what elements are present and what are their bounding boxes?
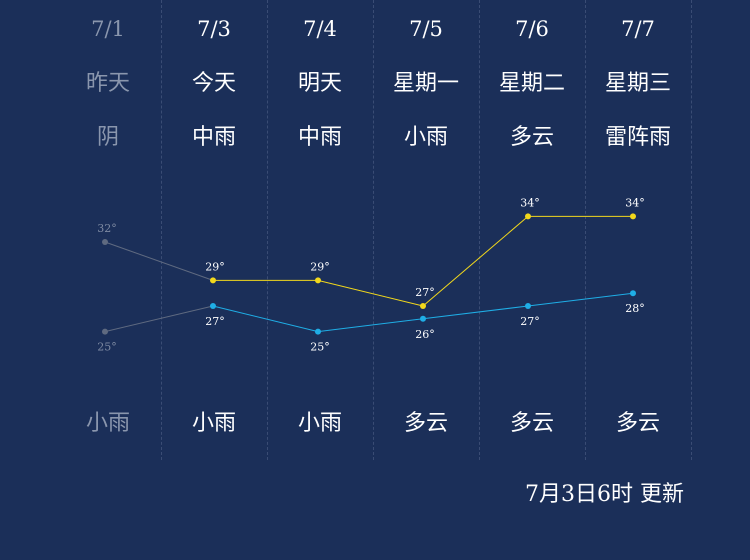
day-weather-label: 雷阵雨 — [604, 125, 671, 150]
update-time-label: 7月3日6时 更新 — [525, 482, 684, 507]
weekday-label: 星期三 — [604, 71, 671, 96]
night-weather-label: 小雨 — [191, 411, 236, 436]
column-divider — [161, 0, 162, 460]
date-label: 7/4 — [303, 17, 337, 41]
weekday-label: 星期二 — [498, 71, 565, 96]
weekday-label: 星期一 — [392, 71, 459, 96]
date-label: 7/7 — [621, 17, 655, 41]
date-label: 7/3 — [197, 17, 231, 41]
weekday-label: 昨天 — [85, 71, 130, 96]
night-weather-label: 多云 — [403, 411, 448, 436]
day-weather-label: 小雨 — [403, 125, 448, 150]
day-column-wednesday: 7/7 星期三 雷阵雨 多云 — [585, 0, 691, 460]
date-label: 7/6 — [515, 17, 549, 41]
column-divider — [267, 0, 268, 460]
column-divider — [585, 0, 586, 460]
date-label: 7/1 — [91, 17, 125, 41]
day-weather-label: 中雨 — [191, 125, 236, 150]
day-column-monday: 7/5 星期一 小雨 多云 — [373, 0, 479, 460]
forecast-grid: 7/1 昨天 阴 小雨 7/3 今天 中雨 小雨 7/4 明天 中雨 小雨 7/… — [55, 0, 692, 460]
day-column-yesterday: 7/1 昨天 阴 小雨 — [55, 0, 161, 460]
column-divider — [691, 0, 692, 460]
night-weather-label: 多云 — [615, 411, 660, 436]
night-weather-label: 多云 — [509, 411, 554, 436]
day-column-today: 7/3 今天 中雨 小雨 — [161, 0, 267, 460]
date-label: 7/5 — [409, 17, 443, 41]
day-weather-label: 多云 — [509, 125, 554, 150]
night-weather-label: 小雨 — [85, 411, 130, 436]
day-column-tomorrow: 7/4 明天 中雨 小雨 — [267, 0, 373, 460]
column-divider — [373, 0, 374, 460]
day-weather-label: 中雨 — [297, 125, 342, 150]
weekday-label: 明天 — [297, 71, 342, 96]
weekday-label: 今天 — [191, 71, 236, 96]
day-weather-label: 阴 — [96, 125, 119, 150]
night-weather-label: 小雨 — [297, 411, 342, 436]
day-column-tuesday: 7/6 星期二 多云 多云 — [479, 0, 585, 460]
